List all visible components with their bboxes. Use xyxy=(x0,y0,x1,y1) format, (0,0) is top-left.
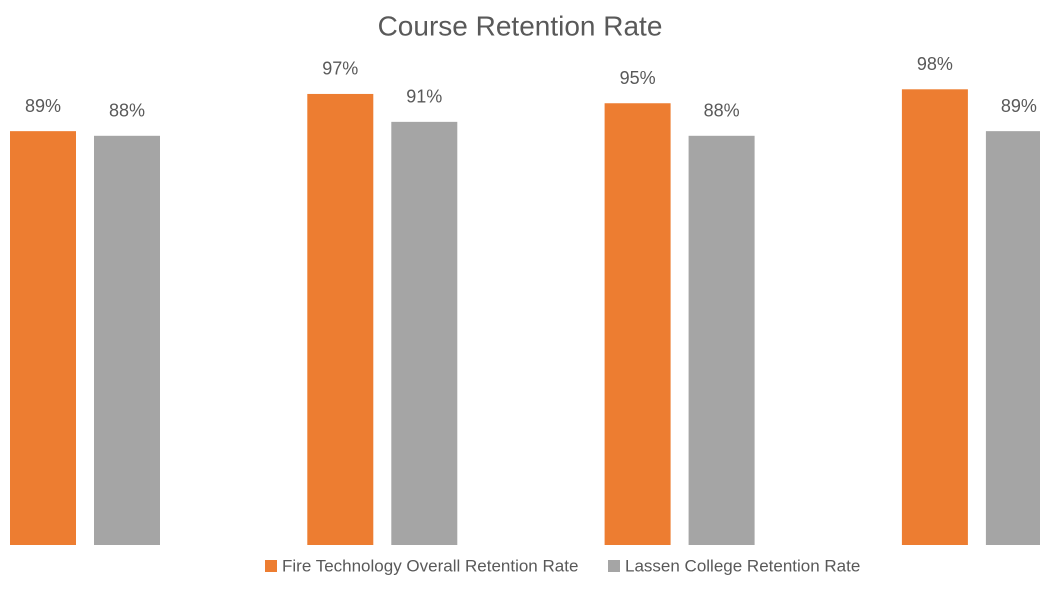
data-label: 98% xyxy=(917,54,953,74)
legend-swatch xyxy=(265,560,277,572)
data-label: 88% xyxy=(109,101,145,121)
legend-label: Fire Technology Overall Retention Rate xyxy=(282,556,578,575)
bar xyxy=(391,121,458,545)
data-label: 97% xyxy=(322,59,358,79)
bar xyxy=(94,135,160,546)
data-label: 91% xyxy=(406,87,442,107)
legend-swatch xyxy=(608,560,620,572)
bar xyxy=(901,89,968,546)
data-label: 89% xyxy=(1001,96,1037,116)
data-label: 88% xyxy=(704,101,740,121)
chart-title: Course Retention Rate xyxy=(378,10,663,41)
bar xyxy=(985,131,1040,545)
bar xyxy=(10,131,76,545)
data-label: 89% xyxy=(25,96,61,116)
bar xyxy=(307,93,374,545)
bar xyxy=(604,103,671,545)
data-label: 95% xyxy=(620,68,656,88)
legend-label: Lassen College Retention Rate xyxy=(625,556,860,575)
bar xyxy=(688,135,755,546)
